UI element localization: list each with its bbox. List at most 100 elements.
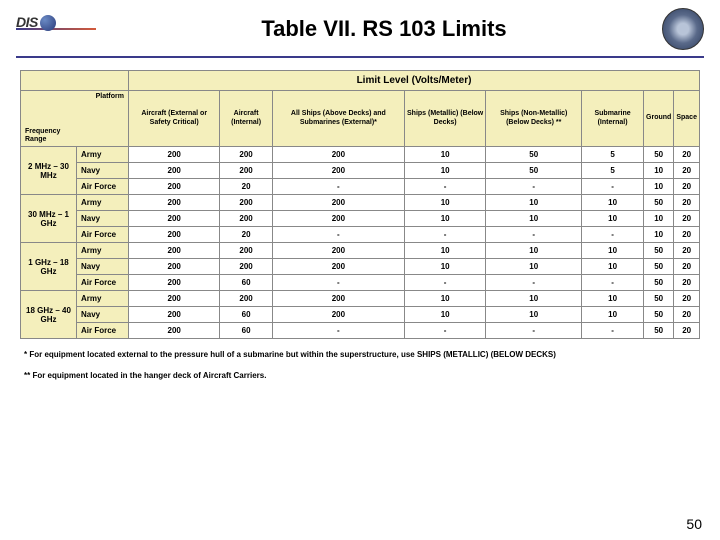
table-row: 18 GHz – 40 GHzArmy2002002001010105020 [21, 291, 700, 307]
table-row: Navy2002002001010101020 [21, 211, 700, 227]
data-cell: 200 [129, 275, 220, 291]
range-header: 18 GHz – 40 GHz [21, 291, 77, 339]
data-cell: 10 [486, 211, 582, 227]
data-cell: 10 [582, 195, 644, 211]
data-cell: 50 [644, 307, 674, 323]
frequency-label: Frequency Range [25, 128, 60, 144]
col-header: Ground [644, 91, 674, 147]
data-cell: 20 [674, 163, 700, 179]
data-cell: 50 [486, 147, 582, 163]
limits-table: Limit Level (Volts/Meter) Platform Frequ… [20, 70, 700, 339]
data-cell: 50 [486, 163, 582, 179]
data-cell: 20 [674, 307, 700, 323]
data-cell: - [272, 275, 404, 291]
column-header-row: Platform Frequency Range Aircraft (Exter… [21, 91, 700, 147]
agency-seal-icon [662, 8, 704, 50]
data-cell: 10 [582, 259, 644, 275]
data-cell: 10 [404, 147, 485, 163]
data-cell: 200 [129, 163, 220, 179]
platform-header: Army [77, 147, 129, 163]
data-cell: 50 [644, 275, 674, 291]
table-container: Limit Level (Volts/Meter) Platform Frequ… [0, 70, 720, 339]
data-cell: 10 [644, 211, 674, 227]
data-cell: 20 [220, 227, 272, 243]
header: DIS Table VII. RS 103 Limits [0, 0, 720, 54]
logo-sphere-icon [40, 15, 56, 31]
platform-header: Air Force [77, 323, 129, 339]
data-cell: - [404, 227, 485, 243]
data-cell: 200 [129, 195, 220, 211]
data-cell: 200 [220, 195, 272, 211]
data-cell: 10 [404, 195, 485, 211]
data-cell: 200 [272, 243, 404, 259]
data-cell: - [582, 179, 644, 195]
data-cell: 20 [674, 195, 700, 211]
data-cell: 200 [272, 147, 404, 163]
col-header: All Ships (Above Decks) and Submarines (… [272, 91, 404, 147]
data-cell: 10 [582, 291, 644, 307]
data-cell: - [272, 323, 404, 339]
data-cell: - [486, 179, 582, 195]
data-cell: 10 [404, 211, 485, 227]
table-row: Air Force20060----5020 [21, 275, 700, 291]
divider [16, 56, 704, 58]
data-cell: 200 [272, 307, 404, 323]
data-cell: 200 [129, 323, 220, 339]
data-cell: 200 [220, 163, 272, 179]
col-header: Submarine (Internal) [582, 91, 644, 147]
platform-header: Navy [77, 211, 129, 227]
data-cell: 10 [582, 211, 644, 227]
data-cell: 200 [129, 259, 220, 275]
data-cell: - [582, 227, 644, 243]
table-row: Air Force20060----5020 [21, 323, 700, 339]
banner-row: Limit Level (Volts/Meter) [21, 71, 700, 91]
data-cell: - [486, 323, 582, 339]
data-cell: 200 [129, 211, 220, 227]
data-cell: 10 [486, 307, 582, 323]
data-cell: - [582, 275, 644, 291]
data-cell: 20 [674, 275, 700, 291]
platform-header: Army [77, 243, 129, 259]
data-cell: 200 [272, 259, 404, 275]
col-header: Space [674, 91, 700, 147]
table-row: Air Force20020----1020 [21, 179, 700, 195]
data-cell: 10 [644, 163, 674, 179]
data-cell: 10 [404, 259, 485, 275]
data-cell: 10 [644, 227, 674, 243]
table-row: Navy2002002001010105020 [21, 259, 700, 275]
data-cell: 50 [644, 147, 674, 163]
range-header: 30 MHz – 1 GHz [21, 195, 77, 243]
data-cell: 20 [674, 211, 700, 227]
data-cell: 20 [674, 323, 700, 339]
platform-header: Navy [77, 259, 129, 275]
footnotes: * For equipment located external to the … [0, 339, 720, 383]
data-cell: - [272, 179, 404, 195]
data-cell: 50 [644, 243, 674, 259]
data-cell: - [272, 227, 404, 243]
data-cell: 10 [486, 259, 582, 275]
data-cell: 60 [220, 275, 272, 291]
platform-header: Army [77, 195, 129, 211]
data-cell: 200 [272, 195, 404, 211]
data-cell: - [486, 227, 582, 243]
data-cell: 200 [272, 211, 404, 227]
range-header: 1 GHz – 18 GHz [21, 243, 77, 291]
data-cell: 10 [404, 291, 485, 307]
col-header: Aircraft (Internal) [220, 91, 272, 147]
data-cell: 20 [674, 259, 700, 275]
corner-header: Platform Frequency Range [21, 91, 129, 147]
col-header: Ships (Non-Metallic) (Below Decks) ** [486, 91, 582, 147]
data-cell: 200 [129, 179, 220, 195]
data-cell: 50 [644, 291, 674, 307]
data-cell: 10 [486, 195, 582, 211]
footnote: ** For equipment located in the hanger d… [24, 370, 696, 383]
data-cell: 200 [129, 291, 220, 307]
table-body: 2 MHz – 30 MHzArmy200200200105055020Navy… [21, 147, 700, 339]
data-cell: 200 [129, 243, 220, 259]
platform-label: Platform [96, 93, 124, 101]
data-cell: 200 [272, 291, 404, 307]
platform-header: Air Force [77, 275, 129, 291]
data-cell: - [404, 179, 485, 195]
data-cell: 10 [486, 291, 582, 307]
data-cell: 200 [272, 163, 404, 179]
